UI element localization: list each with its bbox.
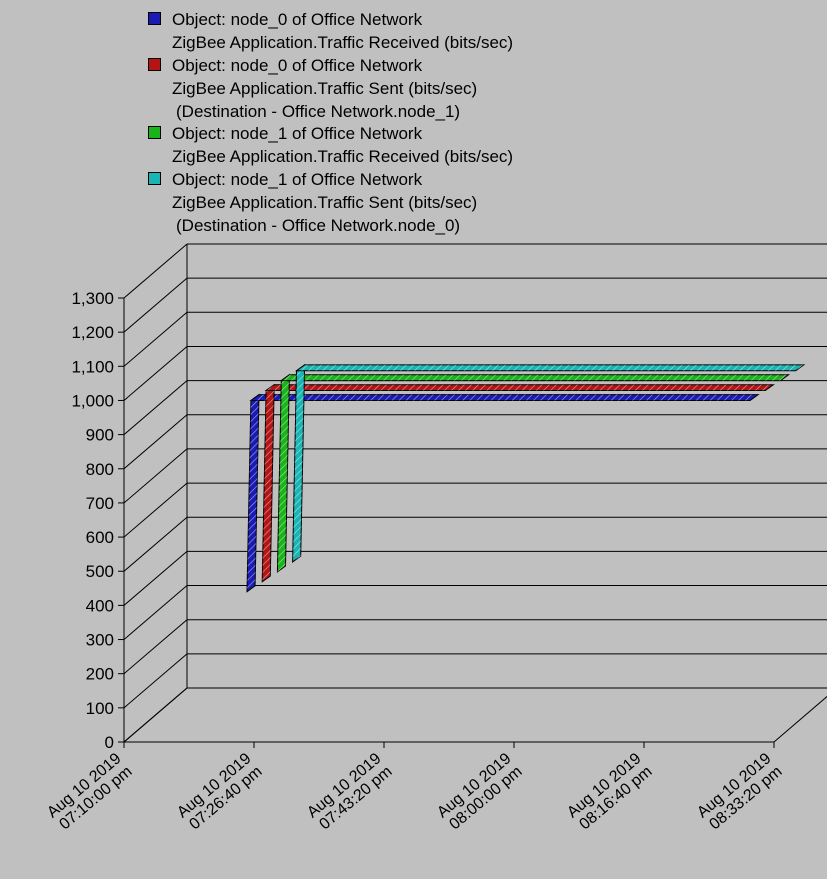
y-tick-label-8: 800: [86, 460, 114, 479]
grid-diagonal-8: [123, 414, 188, 470]
grid-diagonal-11: [123, 311, 188, 367]
y-tick-label-4: 400: [86, 596, 114, 615]
grid-diagonal-0: [123, 687, 188, 743]
grid-diagonal-4: [123, 551, 188, 606]
y-tick-label-3: 300: [86, 631, 114, 650]
grid-diagonal-3: [123, 585, 188, 640]
grid-diagonal-7: [123, 448, 188, 504]
legend-swatch-0: [148, 12, 161, 25]
legend-label-2: Object: node_1 of Office Network: [172, 124, 423, 143]
series-3-segment-1-hatch: [296, 364, 804, 371]
legend-swatch-2: [148, 126, 161, 139]
grid-diagonal-5: [123, 516, 188, 572]
series-3: [292, 363, 806, 563]
y-tick-label-2: 200: [86, 665, 114, 684]
series-layer: [246, 363, 806, 593]
grid-diagonal-13: [123, 243, 188, 299]
legend-desc-0: ZigBee Application.Traffic Received (bit…: [172, 33, 514, 52]
series-2-segment-0-hatch: [277, 374, 290, 572]
series-1-segment-0-hatch: [262, 384, 275, 582]
y-tick-label-11: 1,100: [71, 357, 114, 376]
series-0-segment-0-hatch: [247, 394, 259, 592]
grid-diagonal-10: [123, 346, 188, 401]
floor-outline: [122, 687, 827, 743]
legend-label-3: Object: node_1 of Office Network: [172, 170, 423, 189]
grid-diagonal-2: [123, 619, 188, 675]
y-tick-label-10: 1,000: [71, 391, 114, 410]
axis-layer: [118, 297, 775, 748]
legend-label-0: Object: node_0 of Office Network: [172, 10, 423, 29]
y-tick-label-5: 500: [86, 562, 114, 581]
grid-diagonal-12: [123, 277, 188, 333]
series-1: [261, 383, 775, 583]
series-0-segment-1-hatch: [250, 394, 759, 401]
grid-diagonal-6: [123, 482, 188, 538]
series-0: [246, 393, 760, 593]
grid-layer: [122, 243, 827, 743]
legend-swatch-3: [148, 172, 161, 185]
y-tick-label-0: 0: [105, 733, 114, 752]
grid-diagonal-1: [123, 653, 188, 709]
legend-desc-1: ZigBee Application.Traffic Sent (bits/se…: [172, 79, 478, 98]
legend-dest-1: (Destination - Office Network.node_1): [176, 102, 461, 121]
y-tick-label-6: 600: [86, 528, 114, 547]
y-tick-label-7: 700: [86, 494, 114, 513]
series-1-segment-1-hatch: [266, 384, 774, 391]
legend-desc-3: ZigBee Application.Traffic Sent (bits/se…: [172, 193, 478, 212]
y-tick-label-13: 1,300: [71, 289, 114, 308]
grid-diagonal-9: [123, 380, 188, 435]
legend-label-1: Object: node_0 of Office Network: [172, 56, 423, 75]
series-2-segment-1-hatch: [281, 374, 789, 381]
y-tick-label-9: 900: [86, 426, 114, 445]
y-tick-label-12: 1,200: [71, 323, 114, 342]
y-tick-label-1: 100: [86, 699, 114, 718]
legend-desc-2: ZigBee Application.Traffic Received (bit…: [172, 147, 514, 166]
series-2: [276, 373, 791, 573]
series-3-segment-0-hatch: [292, 364, 305, 562]
legend-swatch-1: [148, 58, 161, 71]
legend-dest-3: (Destination - Office Network.node_0): [176, 216, 461, 235]
